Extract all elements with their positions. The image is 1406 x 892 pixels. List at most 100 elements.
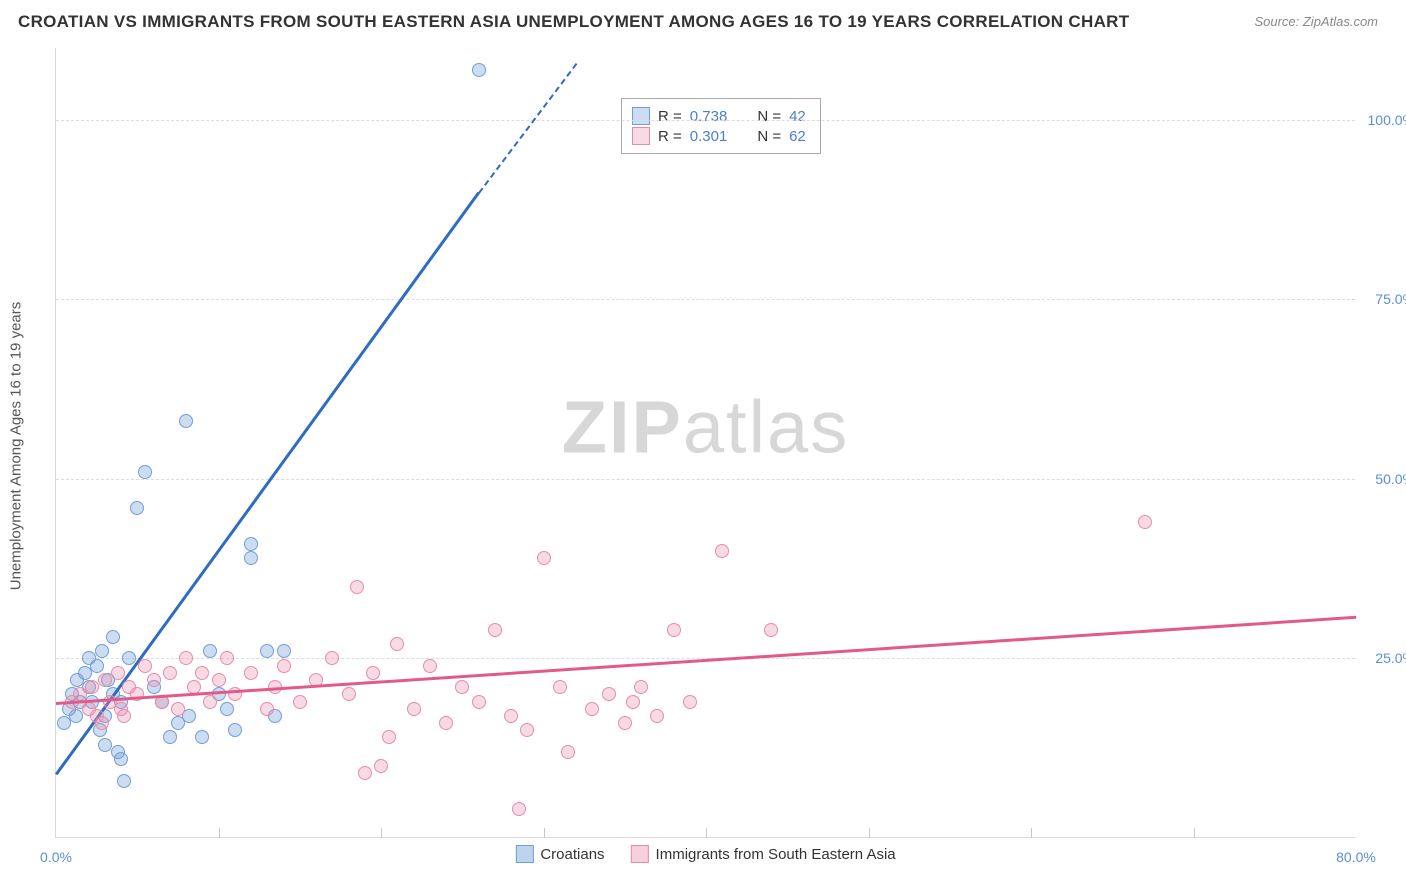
- trend-line-dashed: [478, 63, 577, 193]
- scatter-point: [203, 695, 217, 709]
- scatter-point: [358, 766, 372, 780]
- scatter-point: [163, 730, 177, 744]
- scatter-point: [472, 63, 486, 77]
- scatter-point: [277, 644, 291, 658]
- scatter-point: [520, 723, 534, 737]
- legend-label: Croatians: [540, 846, 604, 863]
- scatter-point: [382, 730, 396, 744]
- series-legend: Croatians Immigrants from South Eastern A…: [515, 845, 895, 863]
- scatter-point: [342, 687, 356, 701]
- scatter-point: [423, 659, 437, 673]
- legend-row: R = 0.301 N = 62: [632, 127, 806, 145]
- scatter-point: [504, 709, 518, 723]
- scatter-point: [195, 730, 209, 744]
- x-tick-label: 80.0%: [1336, 849, 1376, 865]
- scatter-point: [163, 666, 177, 680]
- scatter-point: [277, 659, 291, 673]
- scatter-point: [244, 537, 258, 551]
- scatter-point: [111, 666, 125, 680]
- scatter-point: [650, 709, 664, 723]
- scatter-point: [626, 695, 640, 709]
- legend-swatch: [515, 845, 533, 863]
- legend-n-value: 42: [789, 108, 806, 125]
- scatter-point: [138, 659, 152, 673]
- x-minor-tick: [706, 828, 707, 838]
- scatter-point: [69, 709, 83, 723]
- scatter-point: [228, 723, 242, 737]
- scatter-point: [212, 673, 226, 687]
- legend-swatch: [631, 845, 649, 863]
- scatter-point: [390, 637, 404, 651]
- legend-item: Immigrants from South Eastern Asia: [631, 845, 896, 863]
- scatter-point: [407, 702, 421, 716]
- scatter-point: [95, 716, 109, 730]
- scatter-point: [220, 651, 234, 665]
- scatter-point: [95, 644, 109, 658]
- scatter-point: [195, 666, 209, 680]
- scatter-point: [98, 673, 112, 687]
- scatter-point: [350, 580, 364, 594]
- legend-r-label: R =: [658, 128, 682, 145]
- scatter-point: [130, 501, 144, 515]
- legend-label: Immigrants from South Eastern Asia: [656, 846, 896, 863]
- scatter-point: [585, 702, 599, 716]
- scatter-point: [220, 702, 234, 716]
- scatter-point: [260, 702, 274, 716]
- legend-n-label: N =: [757, 108, 781, 125]
- scatter-point: [179, 414, 193, 428]
- scatter-point: [366, 666, 380, 680]
- scatter-point: [537, 551, 551, 565]
- scatter-point: [667, 623, 681, 637]
- scatter-point: [715, 544, 729, 558]
- legend-r-value: 0.738: [690, 108, 728, 125]
- x-minor-tick: [1194, 828, 1195, 838]
- scatter-point: [512, 802, 526, 816]
- scatter-point: [683, 695, 697, 709]
- trend-line: [56, 615, 1356, 704]
- x-minor-tick: [1031, 828, 1032, 838]
- legend-n-value: 62: [789, 128, 806, 145]
- scatter-point: [1138, 515, 1152, 529]
- scatter-point: [203, 644, 217, 658]
- chart-title: CROATIAN VS IMMIGRANTS FROM SOUTH EASTER…: [18, 12, 1129, 32]
- legend-item: Croatians: [515, 845, 604, 863]
- scatter-point: [114, 752, 128, 766]
- y-tick-label: 100.0%: [1360, 112, 1406, 128]
- x-tick-label: 0.0%: [40, 849, 72, 865]
- scatter-point: [602, 687, 616, 701]
- scatter-point: [455, 680, 469, 694]
- x-minor-tick: [869, 828, 870, 838]
- scatter-point: [553, 680, 567, 694]
- y-axis-title: Unemployment Among Ages 16 to 19 years: [8, 302, 25, 591]
- x-minor-tick: [544, 828, 545, 838]
- legend-swatch: [632, 127, 650, 145]
- scatter-point: [439, 716, 453, 730]
- legend-n-label: N =: [757, 128, 781, 145]
- legend-r-value: 0.301: [690, 128, 728, 145]
- scatter-plot: ZIPatlas R =0.738N =42R =0.301N =62 Croa…: [55, 48, 1355, 838]
- scatter-point: [117, 774, 131, 788]
- scatter-point: [85, 680, 99, 694]
- scatter-point: [147, 673, 161, 687]
- legend-row: R = 0.738 N = 42: [632, 107, 806, 125]
- legend-swatch: [632, 107, 650, 125]
- scatter-point: [90, 659, 104, 673]
- scatter-point: [98, 738, 112, 752]
- scatter-point: [244, 666, 258, 680]
- gridline-horizontal: [56, 479, 1355, 480]
- gridline-horizontal: [56, 120, 1355, 121]
- gridline-horizontal: [56, 299, 1355, 300]
- scatter-point: [179, 651, 193, 665]
- scatter-point: [764, 623, 778, 637]
- scatter-point: [374, 759, 388, 773]
- source-attribution: Source: ZipAtlas.com: [1254, 14, 1378, 29]
- legend-r-label: R =: [658, 108, 682, 125]
- scatter-point: [117, 709, 131, 723]
- x-minor-tick: [219, 828, 220, 838]
- scatter-point: [171, 702, 185, 716]
- y-tick-label: 75.0%: [1360, 291, 1406, 307]
- y-tick-label: 50.0%: [1360, 471, 1406, 487]
- correlation-legend: R = 0.738 N = 42 R = 0.301 N = 62: [621, 98, 821, 154]
- scatter-point: [138, 465, 152, 479]
- y-tick-label: 25.0%: [1360, 650, 1406, 666]
